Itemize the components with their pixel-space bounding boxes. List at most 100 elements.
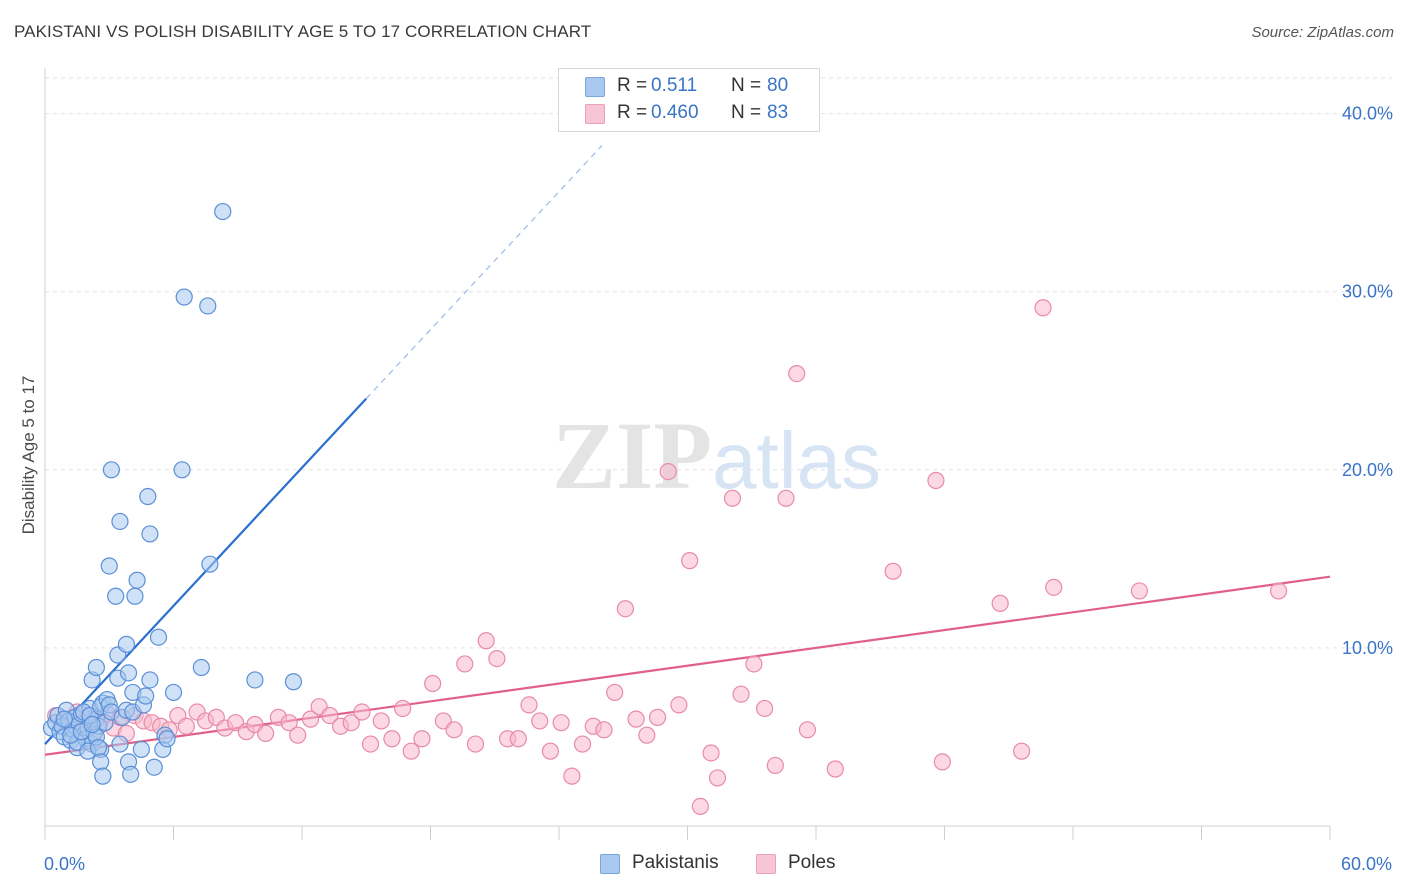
- data-point-poles: [766, 756, 784, 775]
- data-point-poles: [321, 706, 339, 725]
- data-point-pakistanis: [199, 297, 217, 315]
- data-point-poles: [788, 365, 806, 383]
- data-point-poles: [1130, 582, 1148, 600]
- data-point-pakistanis: [122, 765, 140, 783]
- data-point-poles: [670, 696, 688, 714]
- data-point-pakistanis: [284, 673, 303, 691]
- data-point-poles: [606, 683, 624, 702]
- r-value: 0.460: [651, 102, 699, 123]
- data-point-poles: [777, 489, 795, 507]
- trend-line-pakistanis-extension: [365, 145, 603, 399]
- data-point-pakistanis: [117, 635, 135, 653]
- data-point-pakistanis: [246, 671, 264, 689]
- source-label: Source: ZipAtlas.com: [1251, 24, 1394, 41]
- data-point-poles: [991, 594, 1009, 612]
- data-point-pakistanis: [126, 587, 144, 605]
- y-tick-label: 20.0%: [1342, 460, 1393, 480]
- legend-label: Pakistanis: [632, 852, 719, 873]
- data-point-poles: [798, 721, 817, 739]
- data-point-poles: [383, 730, 401, 748]
- data-point-poles: [531, 712, 549, 730]
- watermark: ZIPatlas: [552, 400, 881, 511]
- data-point-poles: [681, 552, 699, 570]
- data-point-pakistanis: [83, 715, 101, 734]
- data-point-pakistanis: [111, 735, 129, 753]
- data-point-poles: [1269, 582, 1288, 600]
- data-point-poles: [723, 489, 742, 507]
- data-point-pakistanis: [94, 767, 112, 785]
- data-point-poles: [732, 685, 750, 703]
- data-point-poles: [1034, 299, 1052, 317]
- data-point-poles: [445, 721, 463, 739]
- data-point-pakistanis: [175, 288, 193, 306]
- y-tick-label: 30.0%: [1342, 282, 1393, 302]
- data-point-poles: [372, 712, 390, 730]
- r-label: R =: [617, 75, 648, 96]
- data-point-poles: [927, 471, 945, 490]
- data-point-poles: [702, 744, 720, 762]
- data-point-pakistanis: [201, 555, 219, 573]
- n-value: 83: [767, 102, 789, 123]
- data-point-poles: [256, 724, 275, 742]
- y-tick-label: 40.0%: [1342, 104, 1393, 124]
- data-point-poles: [541, 742, 560, 760]
- data-point-poles: [616, 600, 634, 618]
- data-points: [42, 202, 1288, 816]
- data-point-pakistanis: [164, 683, 183, 702]
- data-point-poles: [342, 714, 360, 732]
- data-point-poles: [353, 703, 371, 721]
- data-point-pakistanis: [87, 658, 106, 677]
- data-point-poles: [1012, 742, 1031, 760]
- data-point-pakistanis: [102, 461, 120, 479]
- pakistanis-swatch: [585, 77, 605, 97]
- data-point-pakistanis: [55, 710, 73, 728]
- data-point-pakistanis: [100, 557, 118, 575]
- data-point-poles: [509, 730, 527, 748]
- x-tick-label: 60.0%: [1341, 854, 1392, 874]
- data-point-pakistanis: [192, 658, 210, 677]
- axes: [44, 68, 1331, 840]
- data-point-pakistanis: [214, 202, 232, 221]
- data-point-pakistanis: [145, 758, 163, 776]
- data-point-poles: [648, 708, 667, 726]
- data-point-poles: [477, 632, 495, 650]
- data-point-poles: [563, 767, 581, 785]
- data-point-poles: [826, 760, 844, 778]
- data-point-poles: [361, 735, 380, 753]
- data-point-pakistanis: [137, 687, 155, 705]
- data-point-poles: [745, 655, 763, 673]
- data-point-pakistanis: [111, 512, 129, 531]
- data-point-poles: [301, 710, 320, 728]
- data-point-pakistanis: [89, 739, 108, 757]
- data-point-poles: [755, 699, 774, 718]
- correlation-legend: R = 0.511 N = 80 R = 0.460 N = 83: [558, 68, 820, 132]
- data-point-pakistanis: [92, 753, 110, 771]
- data-point-poles: [691, 797, 709, 816]
- data-point-poles: [289, 726, 307, 744]
- data-point-poles: [280, 714, 298, 732]
- trend-lines: [44, 145, 1331, 756]
- y-axis-label: Disability Age 5 to 17: [19, 376, 38, 535]
- data-point-pakistanis: [173, 461, 191, 479]
- x-tick-label: 0.0%: [44, 854, 85, 874]
- data-point-poles: [708, 769, 727, 787]
- grid-lines: [45, 77, 1392, 649]
- r-value: 0.511: [651, 75, 698, 96]
- data-point-pakistanis: [141, 671, 159, 689]
- data-point-pakistanis: [139, 487, 157, 506]
- poles-swatch: [756, 854, 776, 874]
- data-point-poles: [1045, 578, 1063, 596]
- data-point-poles: [402, 742, 420, 760]
- data-point-pakistanis: [119, 664, 138, 682]
- data-point-poles: [413, 730, 431, 748]
- data-point-poles: [627, 710, 645, 728]
- data-point-poles: [177, 717, 195, 735]
- data-point-poles: [466, 735, 485, 753]
- tick-labels: 10.0% 20.0% 30.0% 40.0% 0.0% 60.0%: [44, 104, 1393, 874]
- data-point-poles: [933, 753, 951, 771]
- legend-label: Poles: [788, 852, 836, 873]
- data-point-poles: [456, 655, 474, 673]
- data-point-pakistanis: [128, 571, 146, 589]
- data-point-poles: [424, 674, 442, 693]
